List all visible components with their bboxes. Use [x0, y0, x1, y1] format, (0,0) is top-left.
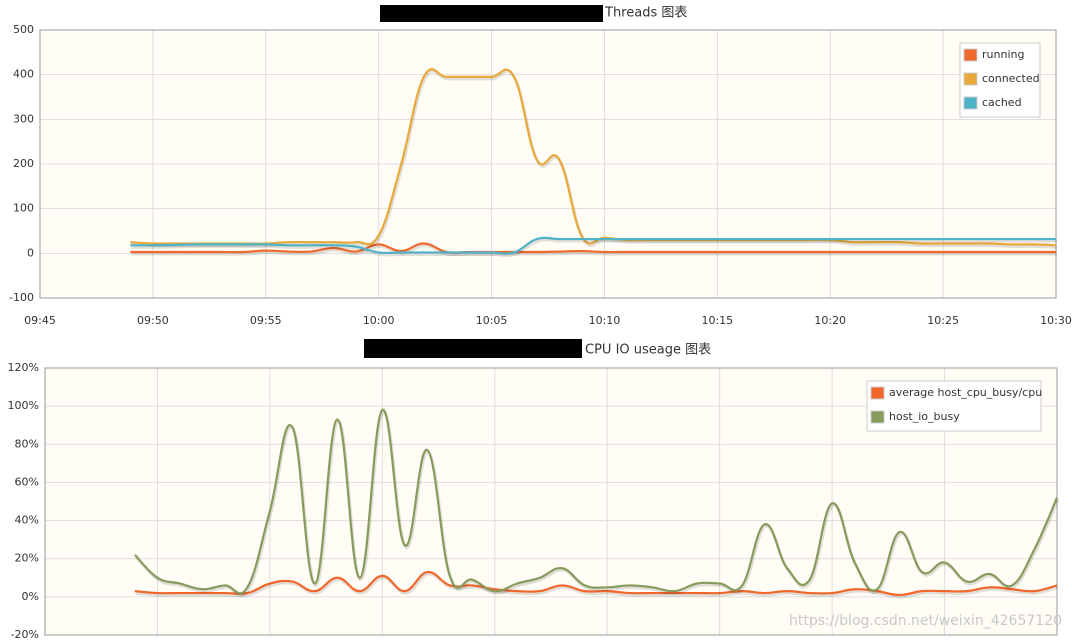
legend-label: cached [982, 96, 1022, 109]
x-tick-label: 09:50 [137, 314, 169, 327]
x-tick-label: 10:10 [589, 314, 621, 327]
chart-title: Threads 图表 [604, 6, 687, 21]
series-line [134, 570, 1058, 597]
legend-label: average host_cpu_busy/cpu [889, 386, 1042, 399]
legend-label: host_io_busy [889, 410, 960, 423]
legend-swatch [870, 386, 885, 400]
y-tick-label: -20% [11, 628, 39, 640]
y-tick-label: 0% [22, 590, 39, 603]
x-tick-label: 10:05 [476, 314, 508, 327]
legend: running connected cached [959, 42, 1041, 118]
y-tick-label: 300 [13, 112, 34, 125]
y-tick-label: 500 [13, 23, 34, 36]
legend-swatch [963, 96, 978, 110]
legend-swatch [870, 410, 885, 424]
legend: average host_cpu_busy/cpu host_io_busy [866, 380, 1042, 432]
redaction [380, 5, 603, 22]
redaction [364, 339, 582, 358]
legend-label: running [982, 48, 1024, 61]
y-tick-label: -100 [9, 291, 34, 304]
plot-border [44, 367, 1058, 636]
plot-border [39, 29, 1057, 299]
legend-box [866, 380, 1042, 432]
line-shadow [135, 572, 1059, 599]
line-shadow [131, 244, 1057, 257]
legend-label: connected [982, 72, 1040, 85]
y-tick-label: 400 [13, 68, 34, 81]
y-tick-label: 60% [15, 475, 39, 488]
y-tick-label: 40% [15, 514, 39, 527]
y-tick-label: 100% [8, 399, 39, 412]
series-line [130, 68, 1057, 247]
chart-title: CPU IO useage 图表 [585, 343, 711, 358]
y-tick-label: 20% [15, 552, 39, 565]
legend-swatch [963, 72, 978, 86]
y-tick-label: 200 [13, 157, 34, 170]
x-tick-label: 10:30 [1040, 314, 1072, 327]
x-tick-label: 09:55 [250, 314, 282, 327]
y-tick-label: 80% [15, 437, 39, 450]
y-tick-label: 100 [13, 202, 34, 215]
y-tick-label: 120% [8, 361, 39, 374]
series-line [130, 236, 1056, 255]
x-tick-label: 10:20 [814, 314, 846, 327]
watermark: https://blog.csdn.net/weixin_42657120 [789, 613, 1062, 629]
line-shadow [131, 238, 1057, 258]
x-tick-label: 10:00 [363, 314, 395, 327]
y-tick-label: 0 [27, 246, 34, 259]
series-line [130, 242, 1056, 254]
x-tick-label: 10:15 [701, 314, 733, 327]
x-tick-label: 09:45 [24, 314, 56, 327]
x-tick-label: 10:25 [927, 314, 959, 327]
legend-swatch [963, 48, 978, 62]
series-line [134, 408, 1059, 595]
